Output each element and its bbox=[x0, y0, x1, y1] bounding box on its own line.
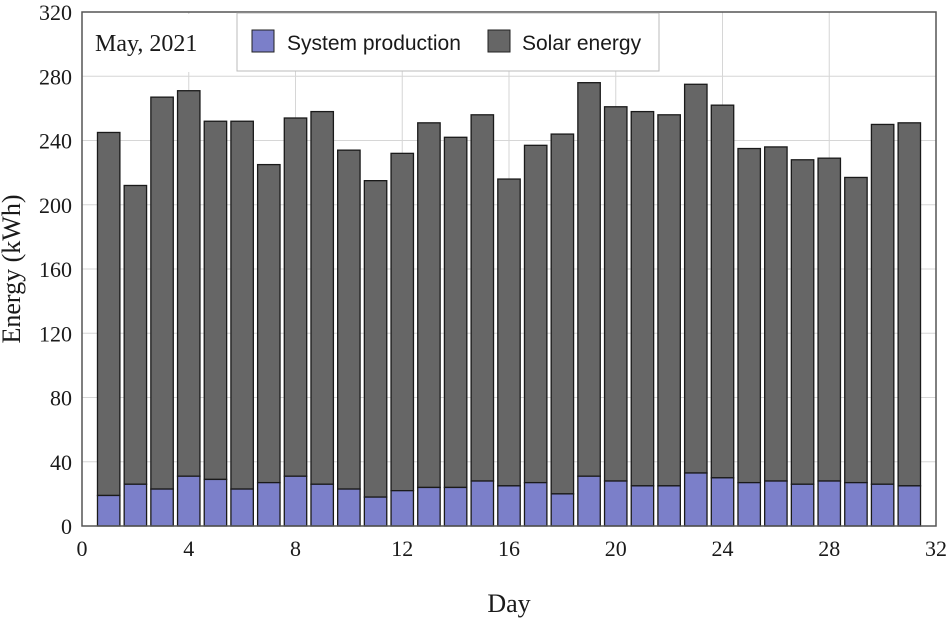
bar-system-production bbox=[737, 481, 762, 527]
legend-box bbox=[236, 12, 660, 72]
bar-system-production bbox=[176, 475, 201, 527]
legend: System production Solar energy bbox=[236, 12, 660, 72]
bar-system-production bbox=[870, 483, 895, 527]
bar-solar-energy bbox=[764, 146, 788, 482]
bar-system-production bbox=[603, 480, 628, 527]
y-tick-label: 0 bbox=[61, 514, 72, 539]
bar-system-production bbox=[817, 480, 842, 527]
bar-solar-energy bbox=[283, 117, 308, 477]
legend-label-system-production: System production bbox=[287, 32, 461, 55]
bar-solar-energy bbox=[790, 159, 815, 485]
bar-system-production bbox=[230, 488, 254, 527]
chart-annotation: May, 2021 bbox=[95, 31, 197, 57]
x-axis-title: Day bbox=[487, 589, 530, 618]
y-tick-label: 40 bbox=[50, 450, 72, 475]
bar-system-production bbox=[550, 493, 575, 527]
bar-solar-energy bbox=[550, 133, 575, 495]
bar-solar-energy bbox=[897, 122, 922, 487]
y-tick-label: 160 bbox=[39, 257, 72, 282]
plot-frame bbox=[81, 11, 937, 527]
bar-solar-energy bbox=[203, 120, 228, 481]
bar-system-production bbox=[657, 485, 681, 527]
bar-system-production bbox=[523, 481, 548, 527]
tick-labels: 0 40 80 120 160 200 240 280 320 0 4 8 12 16 20 24 28 32 bbox=[39, 0, 947, 561]
x-tick-label: 0 bbox=[77, 536, 88, 561]
x-tick-label: 28 bbox=[818, 536, 840, 561]
bar-solar-energy bbox=[523, 144, 548, 484]
y-tick-label: 120 bbox=[39, 321, 72, 346]
bar-system-production bbox=[710, 477, 735, 527]
y-tick-label: 320 bbox=[39, 0, 72, 25]
bar-system-production bbox=[390, 490, 415, 527]
x-tick-label: 8 bbox=[290, 536, 301, 561]
legend-label-solar-energy: Solar energy bbox=[522, 32, 642, 55]
bar-system-production bbox=[337, 488, 361, 527]
bar-solar-energy bbox=[817, 157, 842, 482]
annotation-box bbox=[84, 14, 236, 72]
bar-solar-energy bbox=[310, 110, 335, 485]
bar-system-production bbox=[470, 480, 495, 527]
bar-system-production bbox=[764, 480, 788, 527]
bar-solar-energy bbox=[710, 104, 735, 479]
bar-solar-energy bbox=[230, 120, 254, 490]
bar-solar-energy bbox=[443, 136, 468, 489]
bar-solar-energy bbox=[737, 147, 762, 484]
bar-solar-energy bbox=[417, 122, 441, 489]
legend-swatch-solar-energy bbox=[487, 29, 511, 53]
x-tick-label: 32 bbox=[925, 536, 947, 561]
bar-system-production bbox=[123, 483, 148, 527]
bar-solar-energy bbox=[844, 176, 868, 484]
bar-solar-energy bbox=[256, 163, 281, 484]
bar-solar-energy bbox=[870, 123, 895, 485]
bar-system-production bbox=[790, 483, 815, 527]
bar-solar-energy bbox=[390, 152, 415, 492]
x-tick-label: 12 bbox=[391, 536, 413, 561]
bars bbox=[96, 82, 922, 527]
bar-solar-energy bbox=[657, 114, 681, 487]
bar-solar-energy bbox=[123, 184, 148, 485]
bar-system-production bbox=[96, 494, 121, 527]
bar-solar-energy bbox=[96, 131, 121, 497]
x-tick-label: 24 bbox=[712, 536, 734, 561]
bar-system-production bbox=[363, 496, 388, 527]
x-tick-label: 20 bbox=[605, 536, 627, 561]
bar-solar-energy bbox=[176, 90, 201, 477]
bar-solar-energy bbox=[603, 106, 628, 482]
legend-swatch-system-production bbox=[251, 29, 275, 53]
y-tick-label: 80 bbox=[50, 386, 72, 411]
bar-system-production bbox=[256, 481, 281, 527]
bar-system-production bbox=[150, 488, 174, 527]
y-tick-label: 280 bbox=[39, 64, 72, 89]
bar-solar-energy bbox=[683, 83, 708, 474]
bar-system-production bbox=[897, 485, 922, 527]
bar-solar-energy bbox=[150, 96, 174, 490]
y-tick-label: 240 bbox=[39, 129, 72, 154]
x-tick-label: 4 bbox=[183, 536, 194, 561]
bar-system-production bbox=[310, 483, 335, 527]
bar-system-production bbox=[283, 475, 308, 527]
bar-system-production bbox=[844, 481, 868, 527]
y-axis-title: Energy (kWh) bbox=[0, 195, 26, 344]
bar-system-production bbox=[417, 486, 441, 527]
y-tick-label: 200 bbox=[39, 193, 72, 218]
bar-solar-energy bbox=[577, 82, 601, 477]
bar-system-production bbox=[630, 485, 655, 527]
bar-system-production bbox=[203, 478, 228, 527]
bar-solar-energy bbox=[470, 114, 495, 482]
bar-system-production bbox=[683, 472, 708, 527]
bar-solar-energy bbox=[337, 149, 361, 490]
bar-system-production bbox=[577, 475, 601, 527]
bar-system-production bbox=[443, 486, 468, 527]
bar-solar-energy bbox=[497, 178, 521, 487]
bar-solar-energy bbox=[630, 110, 655, 487]
x-tick-label: 16 bbox=[498, 536, 520, 561]
bar-system-production bbox=[497, 485, 521, 527]
bar-solar-energy bbox=[363, 180, 388, 498]
